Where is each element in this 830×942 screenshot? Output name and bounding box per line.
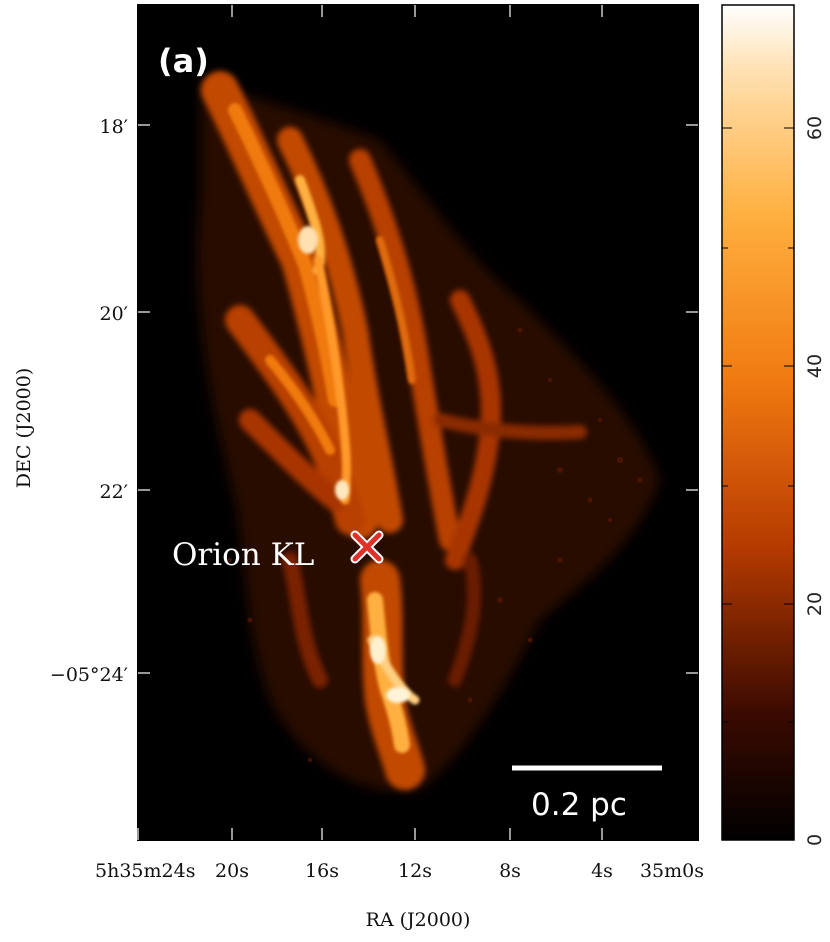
colorbar-tick-marks — [722, 127, 794, 841]
y-tick-label: 22′ — [100, 481, 129, 503]
x-tick-labels: 5h35m24s 20s 16s 12s 8s 4s 35m0s — [95, 860, 704, 882]
colorbar-tick-label: 0 — [804, 834, 826, 846]
noise-speckles — [228, 327, 643, 762]
scale-bar-label: 0.2 pc — [531, 787, 627, 823]
x-tick-label: 16s — [305, 860, 339, 882]
colorbar-tick-label: 40 — [804, 354, 826, 378]
x-tick-label: 12s — [398, 860, 432, 882]
x-tick-label: 5h35m24s — [95, 860, 195, 882]
y-tick-label: −05°24′ — [50, 664, 128, 686]
colorbar-gradient — [721, 4, 795, 841]
colorbar-tick-label: 20 — [804, 592, 826, 616]
x-tick-label: 8s — [499, 860, 521, 882]
y-tick-label: 18′ — [100, 116, 129, 138]
filaments-bright — [228, 103, 420, 753]
orion-kl-marker: Orion KL — [172, 530, 384, 573]
x-tick-label: 4s — [591, 860, 613, 882]
x-tick-marks — [137, 5, 603, 840]
cross-icon — [350, 530, 384, 564]
panel-label: (a) — [158, 42, 209, 80]
x-axis-title: RA (J2000) — [366, 909, 471, 931]
colorbar: 0 20 40 60 — [721, 4, 826, 846]
y-tick-label: 20′ — [100, 303, 129, 325]
peaks — [298, 226, 410, 703]
x-tick-label: 35m0s — [640, 860, 704, 882]
y-tick-labels: 18′ 20′ 22′ −05°24′ — [50, 116, 128, 686]
source-label: Orion KL — [172, 537, 314, 573]
scale-bar: 0.2 pc — [512, 765, 662, 823]
y-axis-title: DEC (J2000) — [13, 368, 35, 488]
x-tick-label: 20s — [215, 860, 249, 882]
y-tick-marks — [138, 124, 698, 674]
image-frame — [137, 4, 699, 841]
emission-map — [197, 71, 660, 792]
colorbar-tick-label: 60 — [804, 116, 826, 140]
